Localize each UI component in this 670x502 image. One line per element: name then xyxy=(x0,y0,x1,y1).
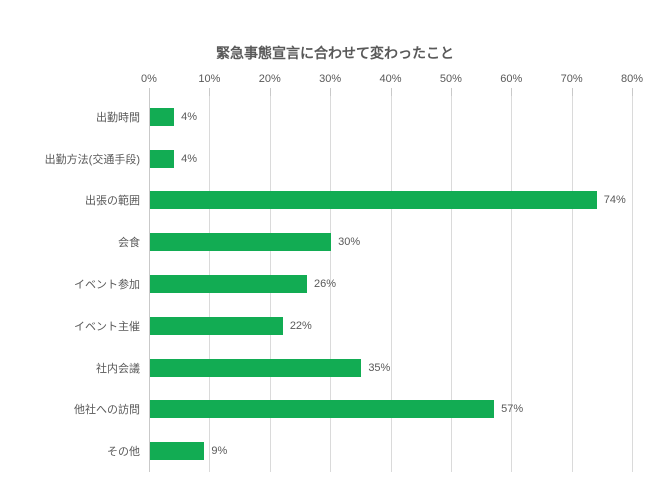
chart-title: 緊急事態宣言に合わせて変わったこと xyxy=(216,45,454,61)
gridline xyxy=(330,96,332,472)
x-axis-tick-label: 60% xyxy=(500,73,523,85)
x-axis-tick-label: 20% xyxy=(258,73,281,85)
value-label: 57% xyxy=(501,403,524,416)
axis-tick xyxy=(390,88,392,96)
x-axis-tick-label: 80% xyxy=(620,73,644,85)
category-label: イベント参加 xyxy=(74,279,140,291)
x-axis-tick-label: 50% xyxy=(439,73,462,85)
bar xyxy=(150,233,332,252)
value-label: 4% xyxy=(181,152,198,165)
category-label: 社内会議 xyxy=(96,362,140,375)
bar xyxy=(150,275,307,293)
category-label: その他 xyxy=(107,446,140,459)
bar xyxy=(150,107,175,126)
category-label: イベント主催 xyxy=(74,320,140,333)
gridline xyxy=(571,96,573,472)
category-label: 出勤時間 xyxy=(96,111,140,124)
bar xyxy=(150,442,205,461)
axis-tick xyxy=(209,88,211,96)
axis-tick xyxy=(330,88,332,96)
x-axis-tick-label: 40% xyxy=(379,73,402,85)
value-label: 30% xyxy=(338,236,361,249)
gridline xyxy=(450,96,452,472)
axis-tick xyxy=(450,88,452,96)
category-label: 出張の範囲 xyxy=(85,195,140,208)
gridline xyxy=(632,96,633,472)
axis-tick xyxy=(632,88,633,96)
bar xyxy=(150,400,495,419)
category-label: 会食 xyxy=(118,237,140,250)
value-label: 26% xyxy=(313,278,336,290)
bar xyxy=(150,316,283,335)
value-label: 22% xyxy=(289,319,312,332)
value-label: 4% xyxy=(181,110,198,123)
x-axis-tick-label: 70% xyxy=(560,73,583,85)
gridline xyxy=(390,96,392,472)
value-label: 74% xyxy=(603,194,626,207)
category-label: 出勤方法(交通手段) xyxy=(44,153,140,166)
gridline xyxy=(511,96,513,472)
x-axis-tick-label: 10% xyxy=(198,73,221,85)
axis-tick xyxy=(269,88,271,96)
bar xyxy=(150,191,597,210)
value-label: 35% xyxy=(368,361,391,374)
bar xyxy=(150,149,175,168)
bar xyxy=(150,358,362,377)
x-axis-tick-label: 0% xyxy=(141,73,157,85)
x-axis-tick-label: 30% xyxy=(319,73,342,85)
value-axis-line xyxy=(149,96,150,472)
category-label: 他社への訪問 xyxy=(74,404,140,417)
axis-tick xyxy=(149,88,150,96)
value-label: 9% xyxy=(211,445,228,458)
axis-tick xyxy=(511,88,513,96)
axis-tick xyxy=(571,88,573,96)
